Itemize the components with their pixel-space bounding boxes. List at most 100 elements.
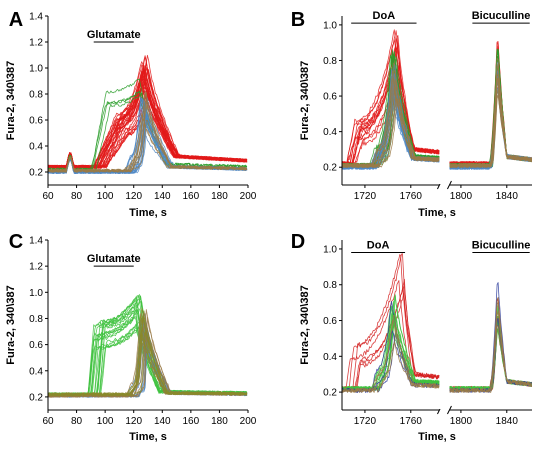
x-tick-label: 1800: [450, 191, 473, 202]
trace-line: [449, 297, 532, 393]
x-tick-label: 140: [154, 416, 171, 427]
trace-line: [449, 49, 532, 168]
x-tick-label: 1760: [400, 416, 423, 427]
x-axis-label: Time, s: [418, 431, 456, 443]
y-tick-label: 1.4: [29, 236, 43, 247]
x-tick-label: 1840: [496, 191, 519, 202]
x-tick-label: 60: [42, 191, 54, 202]
trace-line: [48, 99, 248, 174]
y-axis-label: Fura-2, 340\387: [299, 61, 311, 141]
x-tick-label: 200: [240, 416, 257, 427]
y-tick-label: 0.6: [323, 316, 337, 327]
stimulus-label: DoA: [373, 10, 396, 22]
x-tick-label: 160: [183, 416, 200, 427]
trace-line: [342, 314, 440, 393]
stimulus-label: Glutamate: [87, 29, 141, 41]
y-tick-label: 0.8: [29, 90, 43, 101]
panel-d: D 0.2 0.4 0.6 0.8 1.0 1720 1760 1800 1840 Time, s F…: [291, 231, 532, 443]
trace-line: [449, 301, 532, 393]
trace-line: [342, 84, 440, 168]
trace-line: [449, 297, 532, 392]
trace-line: [449, 308, 532, 392]
y-tick-label: 1.4: [29, 12, 43, 23]
trace-line: [342, 323, 440, 392]
y-axis-label: Fura-2, 340\387: [5, 285, 17, 365]
trace-line: [449, 305, 532, 392]
y-tick-label: 0.8: [323, 56, 337, 67]
panel-a: A 0.2 0.4 0.6 0.8 1.0 1.2 1.4 60 80 100 120 140 160 18…: [5, 9, 257, 219]
trace-line: [449, 297, 532, 392]
x-tick-label: 180: [211, 416, 228, 427]
x-tick-label: 1760: [400, 191, 423, 202]
x-tick-label: 200: [240, 191, 257, 202]
x-tick-label: 1720: [354, 416, 377, 427]
trace-line: [449, 55, 532, 167]
x-tick-label: 160: [183, 191, 200, 202]
y-tick-label: 1.0: [323, 244, 337, 255]
x-tick-label: 60: [42, 416, 54, 427]
y-axis-label: Fura-2, 340\387: [5, 61, 17, 141]
trace-line: [449, 48, 532, 169]
y-tick-label: 0.2: [323, 388, 337, 399]
x-tick-label: 120: [125, 191, 142, 202]
y-tick-label: 1.0: [29, 64, 43, 75]
x-tick-label: 1720: [354, 191, 377, 202]
x-tick-label: 120: [125, 416, 142, 427]
axis-break-gap: [439, 16, 450, 184]
x-axis-label: Time, s: [129, 207, 167, 219]
x-tick-label: 140: [154, 191, 171, 202]
trace-line: [449, 282, 532, 393]
trace-line: [449, 57, 532, 167]
x-tick-label: 1800: [450, 416, 473, 427]
trace-line: [449, 49, 532, 168]
panel-c: C 0.2 0.4 0.6 0.8 1.0 1.2 1.4 60 80 100 120 140 160 18…: [5, 231, 257, 443]
x-tick-label: 100: [97, 191, 114, 202]
y-tick-label: 0.4: [323, 352, 337, 363]
y-tick-label: 1.2: [29, 262, 43, 273]
panel-letter: D: [291, 231, 305, 253]
axis-break-gap: [439, 240, 450, 409]
x-tick-label: 80: [71, 191, 83, 202]
y-tick-label: 1.2: [29, 38, 43, 49]
trace-line: [449, 55, 532, 167]
traces: [342, 29, 532, 170]
trace-line: [449, 49, 532, 168]
trace-line: [449, 48, 532, 168]
x-axis-label: Time, s: [129, 431, 167, 443]
y-tick-label: 0.4: [29, 366, 43, 377]
x-tick-label: 180: [211, 191, 228, 202]
trace-line: [449, 56, 532, 167]
y-tick-label: 0.8: [29, 314, 43, 325]
y-tick-label: 1.0: [29, 288, 43, 299]
traces: [48, 54, 248, 174]
panel-letter: A: [9, 9, 23, 31]
y-tick-label: 0.4: [29, 142, 43, 153]
panel-letter: B: [291, 9, 305, 31]
y-axis-label: Fura-2, 340\387: [299, 285, 311, 365]
traces: [48, 294, 248, 398]
trace-line: [48, 313, 247, 397]
y-tick-label: 0.6: [29, 340, 43, 351]
traces: [342, 253, 532, 393]
x-tick-label: 100: [97, 416, 114, 427]
trace-line: [48, 119, 248, 173]
trace-line: [449, 63, 532, 168]
y-tick-label: 0.2: [29, 392, 43, 403]
x-tick-label: 80: [71, 416, 83, 427]
y-tick-label: 1.0: [323, 20, 337, 31]
trace-line: [449, 45, 532, 167]
y-tick-label: 0.2: [323, 163, 337, 174]
trace-line: [342, 253, 440, 391]
trace-line: [449, 316, 532, 392]
trace-line: [449, 49, 532, 166]
panel-letter: C: [9, 231, 23, 253]
panel-b: B 0.2 0.4 0.6 0.8 1.0 1720 1760 1800 1840 Time, s F…: [291, 9, 532, 219]
stimulus-label: Bicuculline: [472, 240, 531, 252]
stimulus-label: Glutamate: [87, 253, 141, 265]
trace-line: [449, 48, 532, 167]
trace-line: [449, 41, 532, 167]
trace-line: [449, 42, 532, 167]
x-tick-label: 1840: [496, 416, 519, 427]
y-tick-label: 0.8: [323, 280, 337, 291]
